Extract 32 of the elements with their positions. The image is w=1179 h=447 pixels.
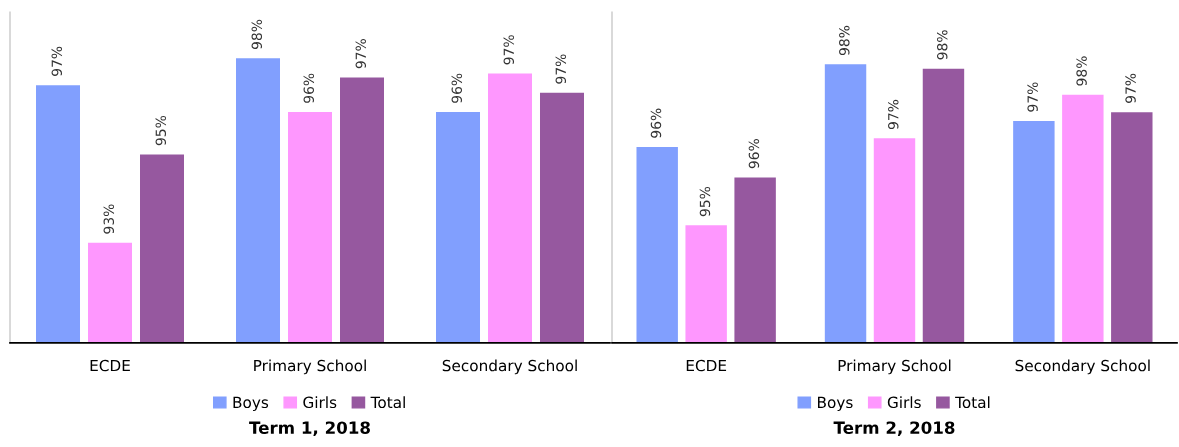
data-label: 93% [103, 204, 115, 234]
data-label: 97% [1125, 73, 1136, 103]
legend-label: Boys [818, 396, 853, 412]
data-label: 97% [503, 35, 515, 65]
legend-label: Boys [233, 396, 269, 412]
data-label: 97% [888, 99, 899, 130]
data-label: 96% [748, 139, 760, 169]
x-tick-label: ECDE [90, 359, 130, 372]
data-label: 97% [555, 54, 567, 84]
data-label: 97% [51, 46, 63, 76]
data-label: 97% [1027, 82, 1038, 112]
x-tick-label: Secondary School [1015, 359, 1150, 375]
text: Term 2, 2018 [833, 421, 955, 437]
data-label: 95% [155, 115, 167, 146]
legend-label: Girls [887, 396, 921, 409]
x-tick-label: Primary School [254, 359, 366, 375]
x-tick-label: Secondary School [442, 359, 577, 375]
data-label: 96% [303, 73, 315, 103]
data-label: 98% [936, 30, 948, 60]
legend-label: Total [370, 396, 405, 409]
data-label: 98% [839, 25, 850, 56]
data-label: 96% [451, 73, 463, 103]
x-tick-label: ECDE [686, 359, 727, 372]
data-label: 98% [251, 19, 263, 50]
legend-label: Girls [303, 396, 337, 409]
data-label: 97% [355, 39, 367, 69]
data-label: 98% [1076, 56, 1087, 86]
data-label: 95% [699, 186, 711, 217]
legend-label: Total [955, 396, 990, 409]
x-tick-label: Primary School [838, 359, 951, 375]
text: Term 1, 2018 [249, 421, 370, 437]
data-label: 96% [650, 108, 662, 138]
